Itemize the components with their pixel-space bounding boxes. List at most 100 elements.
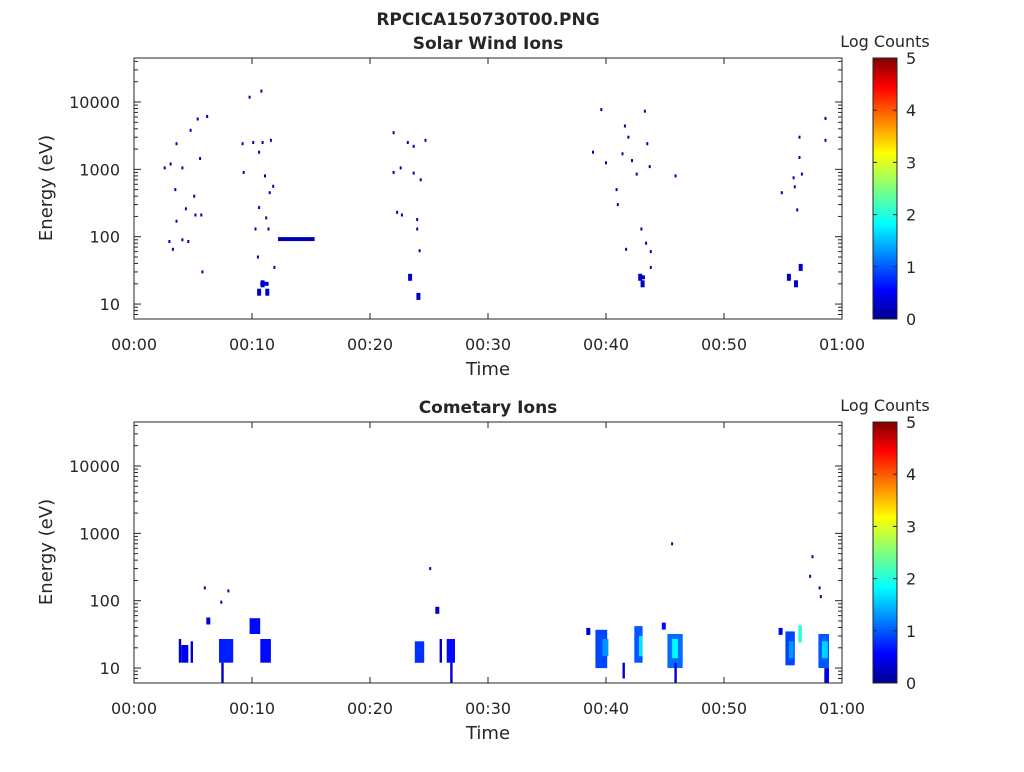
heatmap-block: [788, 641, 794, 659]
heatmap-cell: [671, 542, 674, 546]
heatmap-cell: [181, 238, 184, 242]
plot-frame: [133, 57, 843, 320]
heatmap-cell: [258, 206, 261, 210]
x-tick-label: 01:00: [819, 699, 865, 718]
heatmap-cell: [600, 108, 603, 112]
heatmap-block: [595, 629, 608, 669]
heatmap-block: [219, 639, 234, 663]
colorbar-tick-label: 1: [906, 258, 916, 277]
heatmap-cell: [196, 117, 199, 121]
heatmap-block: [821, 641, 828, 659]
heatmap-cell: [623, 124, 626, 128]
heatmap-cell: [424, 138, 427, 142]
colorbar-tick-label: 3: [906, 517, 916, 536]
heatmap-cell: [793, 185, 796, 189]
heatmap-cell: [201, 270, 204, 274]
heatmap-cell: [254, 227, 257, 231]
heatmap-cell: [267, 227, 270, 231]
heatmap-cell: [649, 250, 652, 254]
heatmap-cell: [171, 247, 174, 251]
heatmap-block: [450, 662, 453, 683]
heatmap-cell: [412, 144, 415, 148]
y-tick-label: 100: [89, 228, 120, 247]
heatmap-cell: [605, 161, 607, 165]
heatmap-block: [249, 618, 261, 634]
heatmap-cell: [200, 213, 203, 217]
x-tick-label: 00:40: [583, 699, 629, 718]
x-tick-label: 00:00: [111, 699, 157, 718]
heatmap-cell: [184, 207, 187, 211]
x-tick-label: 00:20: [347, 335, 393, 354]
colorbar-tick-label: 1: [906, 622, 916, 641]
heatmap-block: [446, 639, 455, 663]
heatmap-cell: [643, 109, 646, 113]
x-tick-label: 00:30: [465, 699, 511, 718]
heatmap-block: [221, 662, 224, 683]
x-tick-label: 00:10: [229, 335, 275, 354]
heatmap-cell: [206, 115, 209, 118]
heatmap-cell: [175, 142, 178, 146]
heatmap-cell: [798, 135, 801, 139]
x-axis-label-top: Time: [465, 359, 510, 380]
heatmap-cell: [435, 606, 440, 614]
heatmap-cell: [616, 203, 619, 207]
heatmap-cell: [268, 191, 271, 195]
heatmap-cell: [778, 627, 783, 635]
heatmap-cell: [248, 95, 251, 99]
heatmap-cell: [396, 210, 399, 214]
heatmap-cell: [187, 240, 190, 243]
heatmap-cell: [645, 241, 648, 245]
heatmap-cell: [640, 280, 645, 288]
heatmap-cell: [800, 172, 803, 176]
y-axis-label-top: Energy (eV): [36, 135, 57, 241]
heatmap-cell: [256, 255, 259, 259]
y-tick-label: 10: [100, 295, 120, 314]
colorbar-tick-label: 2: [906, 206, 916, 225]
heatmap-cell: [809, 574, 812, 578]
colorbar-tick-label: 3: [906, 153, 916, 172]
heatmap-cell: [168, 240, 171, 243]
heatmap-cell: [174, 188, 177, 192]
colorbar: [872, 421, 898, 684]
colorbar-tick-label: 0: [906, 310, 916, 329]
colorbar-label-bottom: Log Counts: [840, 396, 930, 415]
heatmap-cell: [252, 141, 255, 144]
heatmap-cell: [798, 156, 801, 159]
heatmap-cell: [220, 600, 223, 604]
colorbar-tick-label: 2: [906, 570, 916, 589]
heatmap-block: [260, 639, 271, 663]
heatmap-cell: [273, 265, 276, 269]
heatmap-cell: [189, 128, 192, 132]
heatmap-cell: [631, 159, 633, 163]
heatmap-cell: [416, 218, 419, 221]
figure-title: RPCICA150730T00.PNG: [376, 10, 599, 30]
heatmap-cell: [392, 170, 395, 174]
heatmap-cell: [416, 292, 421, 300]
heatmap-cell: [625, 247, 628, 251]
heatmap-cell: [206, 617, 211, 625]
x-tick-label: 00:20: [347, 699, 393, 718]
heatmap-cell: [181, 166, 184, 170]
heatmap-cell: [193, 194, 196, 198]
heatmap-cell: [824, 138, 827, 142]
x-tick-label: 00:50: [701, 335, 747, 354]
y-tick-label: 10000: [69, 457, 120, 476]
heatmap-cell: [649, 265, 652, 269]
heatmap-cell: [646, 142, 649, 146]
heatmap-block: [181, 645, 189, 663]
x-tick-label: 00:00: [111, 335, 157, 354]
heatmap-block: [824, 668, 829, 683]
heatmap-block: [178, 639, 182, 663]
heatmap-cell: [418, 249, 421, 253]
heatmap-cell: [640, 227, 643, 231]
heatmap-block: [622, 662, 625, 679]
heatmap-block: [634, 626, 643, 663]
heatmap-cell: [615, 188, 618, 192]
colorbar-tick-label: 5: [906, 413, 916, 432]
heatmap-cell: [399, 166, 402, 170]
panel-title-solar-wind: Solar Wind Ions: [413, 34, 564, 54]
heatmap-cell: [794, 280, 798, 288]
heatmap-cell: [811, 555, 814, 559]
heatmap-cell: [416, 227, 419, 231]
heatmap-cell: [260, 89, 263, 93]
